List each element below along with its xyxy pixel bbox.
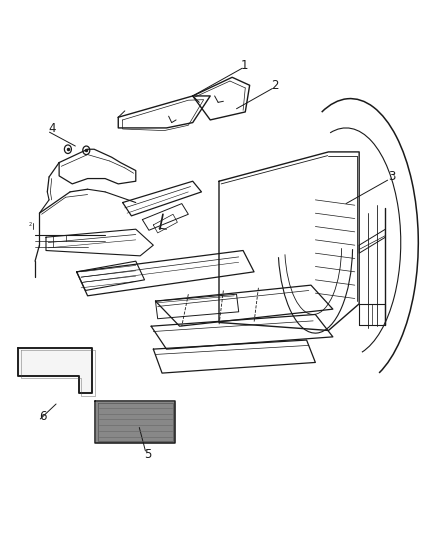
Polygon shape bbox=[18, 348, 92, 393]
Text: 5: 5 bbox=[145, 448, 152, 461]
Text: 6: 6 bbox=[39, 410, 47, 423]
Text: 1: 1 bbox=[240, 59, 248, 71]
Text: 2: 2 bbox=[271, 79, 279, 92]
Polygon shape bbox=[96, 402, 174, 442]
Text: 2: 2 bbox=[28, 222, 32, 228]
Text: 3: 3 bbox=[389, 171, 396, 183]
Text: 4: 4 bbox=[48, 123, 56, 135]
